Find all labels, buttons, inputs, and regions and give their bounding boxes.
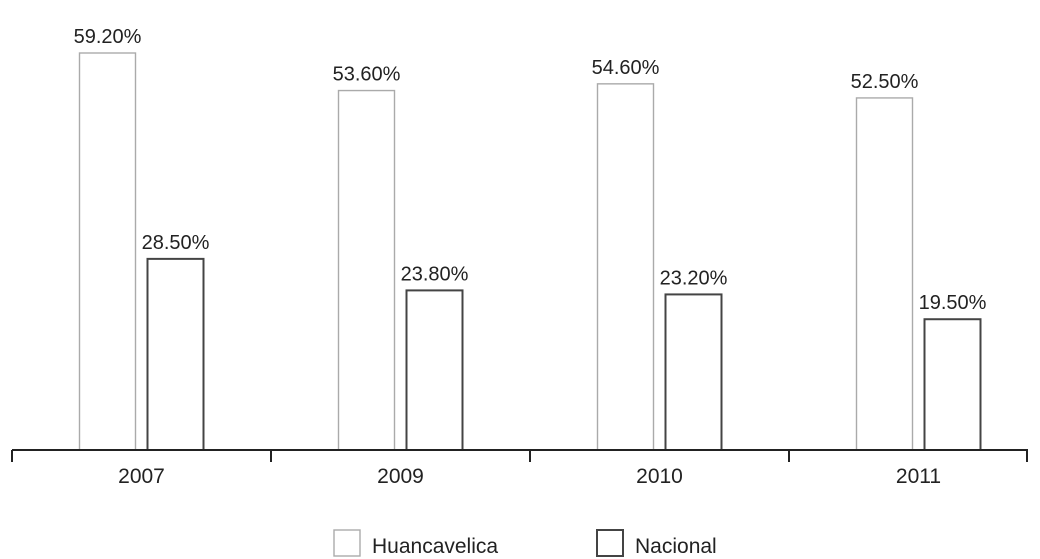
bar-nacional-2010 <box>664 293 723 451</box>
bar-huancavelica-2009 <box>337 89 396 451</box>
x-tick-label-2009: 2009 <box>377 465 424 488</box>
bar-nacional-2007 <box>146 257 205 451</box>
value-label-huancavelica-2009: 53.60% <box>333 64 401 86</box>
bar-huancavelica-2011 <box>855 97 914 451</box>
value-label-nacional-2010: 23.20% <box>660 267 728 289</box>
bar-nacional-2009 <box>405 289 464 451</box>
x-tick-label-2007: 2007 <box>118 465 165 488</box>
legend-label-nacional: Nacional <box>635 535 717 558</box>
value-label-nacional-2011: 19.50% <box>919 292 987 314</box>
value-label-nacional-2007: 28.50% <box>142 232 210 254</box>
value-label-huancavelica-2011: 52.50% <box>851 71 919 93</box>
bar-huancavelica-2010 <box>596 83 655 451</box>
bars-group <box>78 52 982 451</box>
value-label-nacional-2009: 23.80% <box>401 263 469 285</box>
legend: Huancavelica Nacional <box>333 529 717 558</box>
value-label-huancavelica-2007: 59.20% <box>74 26 142 48</box>
legend-swatch-huancavelica <box>333 529 361 557</box>
value-labels-group: 59.20% 28.50% 53.60% 23.80% 54.60% 23.20% 52.5… <box>74 26 987 314</box>
x-tick-label-2010: 2010 <box>636 465 683 488</box>
legend-swatch-nacional <box>596 529 624 557</box>
bar-nacional-2011 <box>923 318 982 451</box>
x-axis: 2007 2009 2010 2011 <box>11 449 1028 488</box>
bar-huancavelica-2007 <box>78 52 137 451</box>
legend-label-huancavelica: Huancavelica <box>372 535 498 558</box>
value-label-huancavelica-2010: 54.60% <box>592 57 660 79</box>
x-tick-label-2011: 2011 <box>896 465 941 488</box>
